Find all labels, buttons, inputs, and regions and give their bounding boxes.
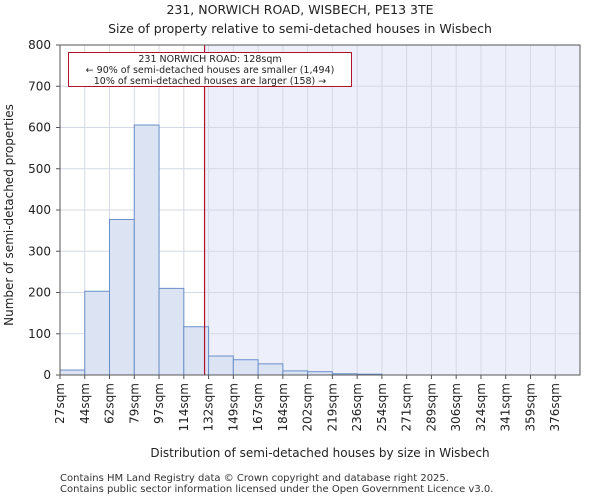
x-tick-label: 62sqm (103, 383, 117, 424)
x-tick-label: 97sqm (152, 383, 166, 424)
property-annotation: 231 NORWICH ROAD: 128sqm ← 90% of semi-d… (68, 52, 352, 87)
y-axis-label: Number of semi-detached properties (2, 104, 16, 326)
y-tick-label: 200 (28, 286, 51, 300)
bar-184sqm (282, 370, 309, 376)
annotation-line-1: 231 NORWICH ROAD: 128sqm (138, 54, 282, 65)
y-tick-labels: 0 100 200 300 400 500 600 700 800 (28, 38, 60, 382)
bar-79sqm (133, 124, 160, 376)
bar-97sqm (158, 287, 185, 376)
x-tick-label: 202sqm (301, 383, 315, 431)
y-tick-label: 500 (28, 162, 51, 176)
y-tick-label: 100 (28, 327, 51, 341)
annotation-line-2: ← 90% of semi-detached houses are smalle… (85, 65, 335, 77)
x-tick-label: 324sqm (474, 383, 488, 431)
y-tick-label: 400 (28, 203, 51, 217)
bar-149sqm (232, 359, 259, 376)
y-tick-label: 800 (28, 38, 51, 52)
x-tick-label: 132sqm (202, 383, 216, 431)
bar-44sqm (84, 290, 111, 376)
x-tick-label: 376sqm (548, 383, 562, 431)
x-tick-label: 236sqm (350, 383, 364, 431)
x-tick-label: 44sqm (78, 383, 92, 424)
footer-line-2: Contains public sector information licen… (60, 484, 494, 495)
chart-title: 231, NORWICH ROAD, WISBECH, PE13 3TE (166, 2, 434, 17)
y-tick-label: 600 (28, 121, 51, 135)
x-tick-label: 219sqm (325, 383, 339, 431)
bars (59, 124, 383, 376)
x-tick-label: 79sqm (127, 383, 141, 424)
x-axis-label: Distribution of semi-detached houses by … (150, 446, 489, 460)
x-tick-label: 254sqm (375, 383, 389, 431)
x-tick-label: 167sqm (251, 383, 265, 431)
bar-62sqm (109, 218, 135, 376)
y-tick-label: 300 (28, 244, 51, 258)
chart-subtitle: Size of property relative to semi-detach… (108, 21, 492, 36)
x-tick-label: 271sqm (400, 383, 414, 431)
bar-27sqm (59, 369, 86, 376)
bar-167sqm (257, 363, 284, 376)
x-tick-label: 149sqm (226, 383, 240, 431)
x-tick-label: 359sqm (523, 383, 537, 431)
x-tick-labels: 27sqm 44sqm 62sqm 79sqm 97sqm 114sqm 132sqm 149… (53, 375, 562, 431)
x-tick-label: 289sqm (424, 383, 438, 431)
annotation-line-3: 10% of semi-detached houses are larger (… (93, 76, 327, 88)
bar-132sqm (208, 355, 234, 376)
x-tick-label: 184sqm (276, 383, 290, 431)
x-tick-label: 306sqm (449, 383, 463, 431)
footer-line-1: Contains HM Land Registry data © Crown c… (60, 473, 449, 484)
x-tick-label: 114sqm (177, 383, 191, 431)
y-tick-label: 0 (43, 368, 51, 382)
y-tick-label: 700 (28, 79, 51, 93)
x-tick-label: 341sqm (499, 383, 513, 431)
x-tick-label: 27sqm (53, 383, 67, 424)
